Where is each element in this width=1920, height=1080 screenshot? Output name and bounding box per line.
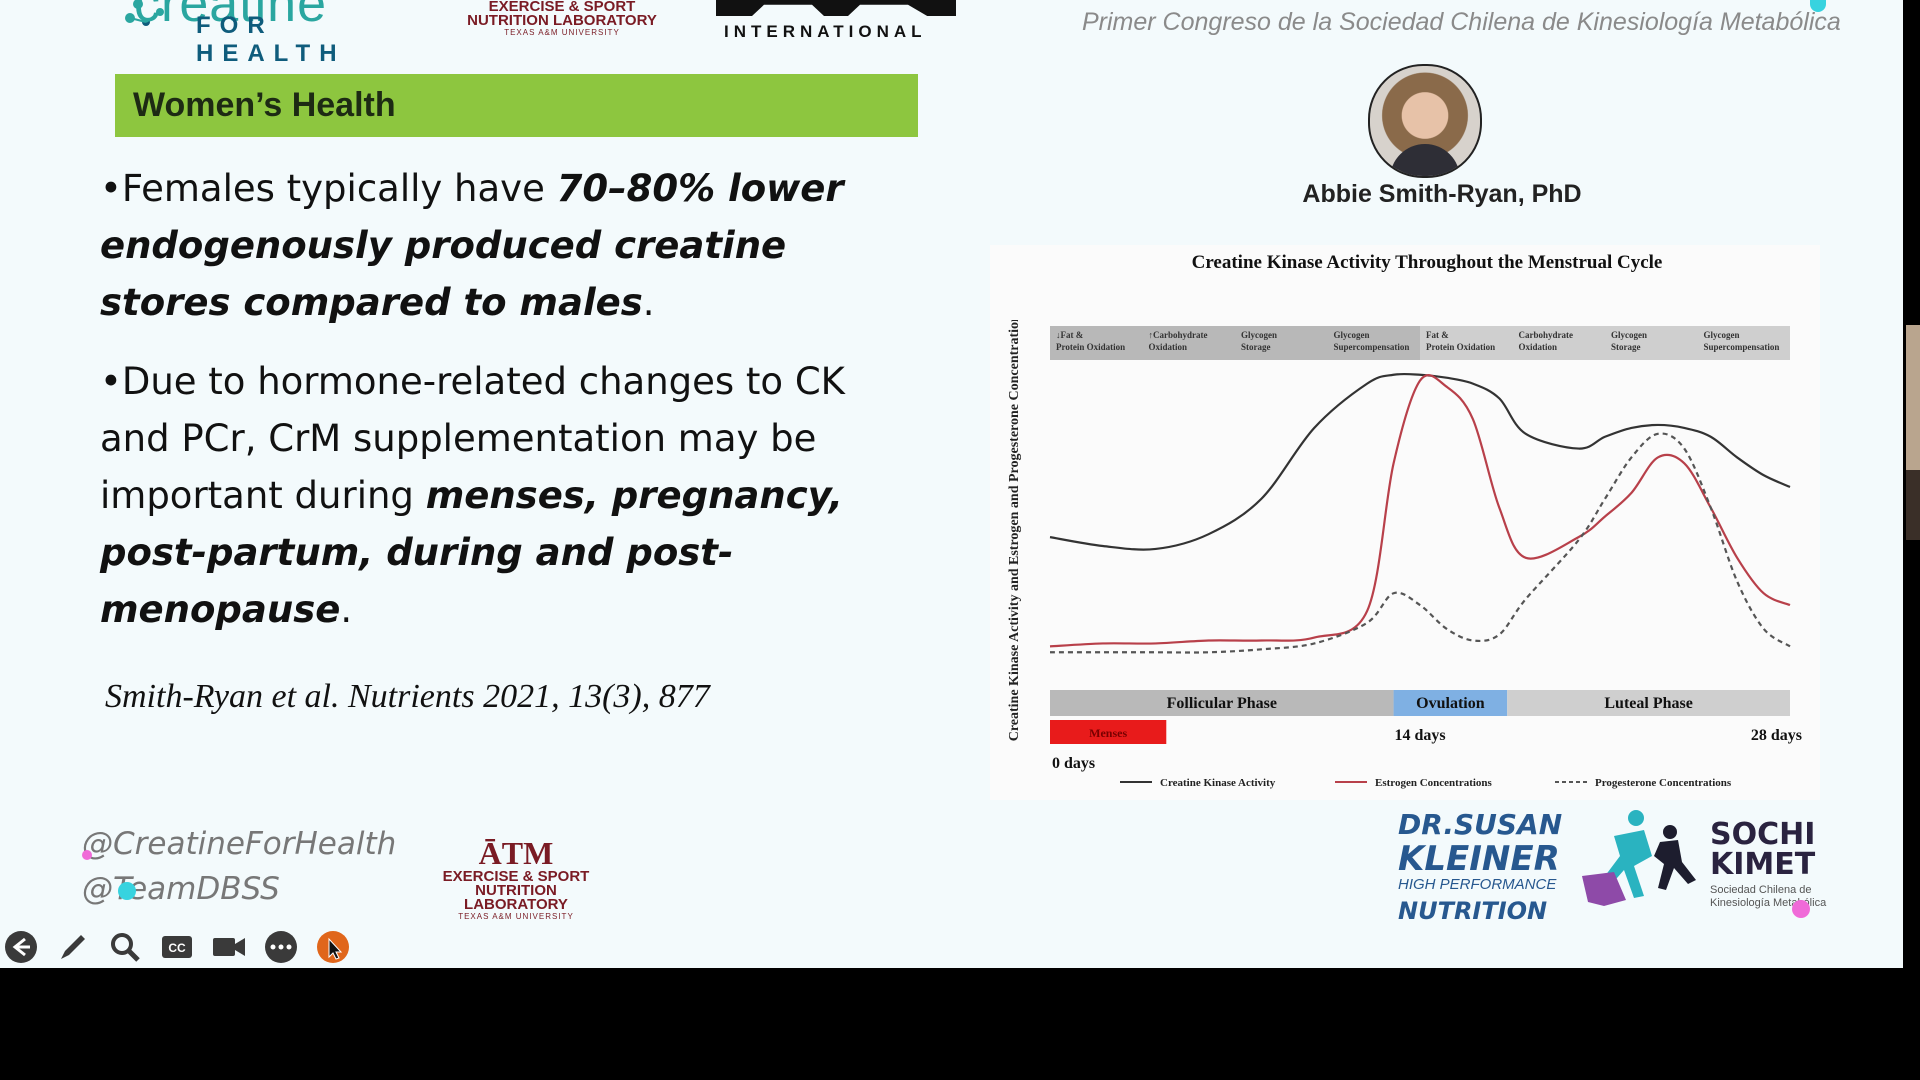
- atm-mark: ĀTM: [478, 835, 554, 871]
- bullet-text: •Due to hormone-related changes to CK an…: [100, 360, 845, 517]
- bullet-emphasis: menses, pregnancy, post-partum, during a…: [100, 474, 843, 631]
- captions-button[interactable]: CC: [158, 928, 196, 966]
- pen-button[interactable]: [54, 928, 92, 966]
- magnifier-icon: [111, 933, 140, 962]
- more-options-icon: [265, 931, 297, 963]
- chart-top-band-first-half: [1050, 326, 1420, 360]
- pointer-button[interactable]: [314, 928, 352, 966]
- video-button[interactable]: [210, 928, 248, 966]
- pointer-trail-dot: [118, 882, 136, 900]
- pen-icon: [61, 935, 85, 959]
- chart-phase-label: Follicular Phase: [1167, 695, 1277, 712]
- pointer-trail-dot: [82, 850, 92, 860]
- nutrition-lab-logo-bottom: ĀTM EXERCISE & SPORT NUTRITION LABORATOR…: [430, 835, 602, 921]
- logo-subtitle: FOR HEALTH: [196, 12, 346, 67]
- chart-menses-label: Menses: [1089, 726, 1127, 740]
- sochi-line-2: KIMET: [1710, 847, 1816, 882]
- chart-title: Creatine Kinase Activity Throughout the …: [1191, 252, 1663, 273]
- speaker-photo: [1368, 64, 1482, 178]
- adjacent-window-edge-dark: [1906, 470, 1920, 540]
- speaker-name: Abbie Smith-Ryan, PhD: [1302, 180, 1582, 208]
- section-header: Women’s Health: [115, 74, 918, 137]
- social-handle: @TeamDBSS: [82, 871, 280, 907]
- lab-line-2: NUTRITION LABORATORY: [467, 12, 657, 29]
- dbss-logo: INTERNATIONAL: [716, 0, 956, 44]
- chart-phase-segment: [1507, 690, 1790, 716]
- dbss-wordmark: [716, 0, 956, 16]
- chart-top-band-label: Glycogen Storage: [1241, 330, 1277, 352]
- chart-x-tick-label: 28 days: [1751, 727, 1802, 744]
- creatine-for-health-logo: creatine FOR HEALTH: [62, 0, 402, 67]
- sochi-line-1: SOCHI: [1710, 817, 1816, 852]
- kleiner-line-3: HIGH PERFORMANCE: [1398, 876, 1557, 893]
- chart-phase-segment: [1050, 690, 1394, 716]
- chart-legend-label: Estrogen Concentrations: [1375, 777, 1493, 789]
- presentation-slide: creatine FOR HEALTH EXERCISE & SPORT NUT…: [0, 0, 1903, 968]
- logo-title: creatine: [134, 0, 327, 33]
- chart-phase-label: Luteal Phase: [1604, 695, 1692, 712]
- more-button[interactable]: [262, 928, 300, 966]
- chart-top-band-label: Glycogen Storage: [1611, 330, 1647, 352]
- lab-line-3: TEXAS A&M UNIVERSITY: [458, 912, 574, 921]
- kleiner-line-4: NUTRITION: [1398, 897, 1548, 925]
- chart-y-axis-label: Creatine Kinase Activity and Estrogen an…: [1007, 320, 1022, 741]
- section-title: Women’s Health: [133, 86, 396, 124]
- dr-susan-kleiner-logo: DR.SUSAN KLEINER HIGH PERFORMANCE NUTRIT…: [1398, 808, 1563, 940]
- chart-top-band-label: Glycogen Supercompensation: [1704, 330, 1780, 352]
- social-handle: @CreatineForHealth: [82, 826, 397, 862]
- kleiner-line-1: DR.SUSAN: [1398, 808, 1563, 841]
- lab-line-1: EXERCISE & SPORT: [442, 868, 590, 885]
- presenter-toolbar: CC: [0, 924, 380, 968]
- video-camera-icon: [213, 938, 245, 956]
- chart-x-tick-label: 14 days: [1394, 727, 1445, 744]
- chart-legend-label: Creatine Kinase Activity: [1160, 777, 1276, 789]
- avatar-shirt: [1390, 144, 1460, 176]
- lab-line-2: NUTRITION LABORATORY: [464, 882, 568, 913]
- chart-top-band-label: ↓Fat & Protein Oxidation: [1056, 330, 1125, 352]
- chart-top-band-label: Glycogen Supercompensation: [1334, 330, 1410, 352]
- menstrual-cycle-chart: ↓Fat & Protein Oxidation ↑Carbohydrate Oxid…: [1007, 320, 1802, 789]
- chart-phase-segment: [1393, 690, 1508, 716]
- pointer-icon: [317, 931, 349, 963]
- closed-captions-icon: CC: [162, 936, 192, 958]
- zoom-button[interactable]: [106, 928, 144, 966]
- chart-series-line-1: [1049, 372, 1791, 551]
- chart-phase-label: Ovulation: [1416, 695, 1485, 712]
- bullet-list: •Females typically have 70–80% lower end…: [100, 160, 890, 660]
- bullet-item: •Females typically have 70–80% lower end…: [100, 160, 890, 331]
- social-handles: @CreatineForHealth @TeamDBSS: [82, 822, 396, 912]
- runners-icon: [1582, 810, 1696, 906]
- bullet-text: •Females typically have: [100, 167, 557, 210]
- decorative-dot: [1810, 0, 1826, 12]
- lab-line-1: EXERCISE & SPORT: [488, 0, 636, 15]
- kleiner-line-2: KLEINER: [1398, 839, 1560, 879]
- bullet-suffix: .: [340, 588, 353, 631]
- sochi-subtitle: Sociedad Chilena de Kinesiología Metaból…: [1710, 884, 1827, 909]
- chart-series-line-3: [1049, 432, 1791, 654]
- chart-top-band-label: Carbohydrate Oxidation: [1519, 330, 1574, 352]
- citation: Smith-Ryan et al. Nutrients 2021, 13(3),…: [105, 678, 710, 715]
- nutrition-lab-logo-top: EXERCISE & SPORT NUTRITION LABORATORY TE…: [462, 0, 662, 42]
- bullet-emphasis: 70–80% lower endogenously produced creat…: [100, 167, 844, 324]
- back-arrow-icon: [5, 931, 37, 963]
- sochi-kimet-logo: SOCHI KIMET Sociedad Chilena de Kinesiol…: [1574, 806, 1846, 918]
- chart-legend-label: Progesterone Concentrations: [1595, 777, 1732, 789]
- pointer-trail-dot: [1792, 900, 1810, 918]
- back-button[interactable]: [2, 928, 40, 966]
- chart-series-line-2: [1049, 374, 1791, 648]
- chart-x-tick-label: 0 days: [1052, 755, 1095, 772]
- chart-top-band-label: ↑Carbohydrate Oxidation: [1149, 330, 1208, 352]
- svg-text:CC: CC: [168, 941, 186, 955]
- chart-top-band-label: Fat & Protein Oxidation: [1426, 330, 1495, 352]
- dbss-subtitle: INTERNATIONAL: [724, 22, 927, 41]
- bullet-item: •Due to hormone-related changes to CK an…: [100, 353, 890, 638]
- molecule-icon: [125, 0, 164, 26]
- bullet-suffix: .: [642, 281, 655, 324]
- chart-menses-bar: [1050, 720, 1167, 744]
- sochi-wordmark: SOCHI KIMET: [1710, 820, 1815, 880]
- congress-title: Primer Congreso de la Sociedad Chilena d…: [1082, 8, 1841, 36]
- lab-line-3: TEXAS A&M UNIVERSITY: [504, 28, 620, 37]
